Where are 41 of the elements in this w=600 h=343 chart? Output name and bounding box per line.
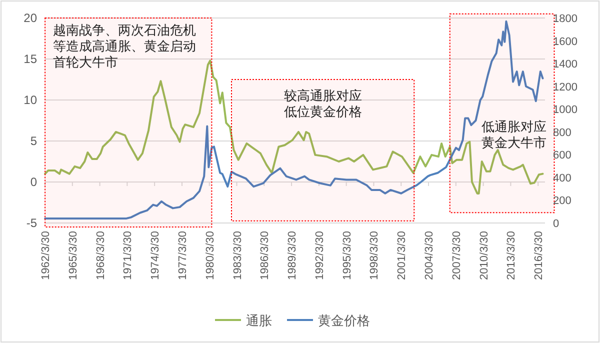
y2-tick-label: 1800 bbox=[553, 13, 578, 25]
x-tick-label: 1992/3/30 bbox=[314, 231, 326, 280]
x-tick-label: 1995/3/30 bbox=[341, 231, 354, 280]
x-tick-label: 2016/3/30 bbox=[533, 231, 546, 280]
x-tick-label: 1968/3/30 bbox=[94, 231, 107, 280]
y2-tick-label: 800 bbox=[553, 126, 572, 139]
x-tick-label: 1965/3/30 bbox=[67, 231, 80, 280]
legend-label: 黄金价格 bbox=[318, 313, 370, 328]
x-tick-label: 1983/3/30 bbox=[232, 231, 244, 280]
y2-tick-label: 0 bbox=[553, 218, 560, 230]
legend-label: 通胀 bbox=[246, 313, 272, 328]
x-tick-label: 1977/3/30 bbox=[176, 231, 189, 280]
y-tick-label: 5 bbox=[30, 134, 38, 148]
y-tick-label: -5 bbox=[26, 216, 38, 230]
band-label: 较高通胀对应低位黄金价格 bbox=[284, 88, 362, 119]
band-label: 越南战争、两次石油危机等造成高通胀、黄金启动首轮大牛市 bbox=[53, 22, 196, 70]
line-series bbox=[44, 20, 544, 220]
x-tick-label: 2010/3/30 bbox=[478, 231, 490, 280]
x-tick-label: 1989/3/30 bbox=[286, 231, 299, 280]
y2-tick-label: 600 bbox=[553, 150, 572, 162]
x-tick-label: 2013/3/30 bbox=[506, 231, 518, 280]
y2-tick-label: 200 bbox=[553, 195, 572, 208]
y-tick-label: 0 bbox=[30, 175, 38, 189]
band-label: 低通胀对应黄金大牛市 bbox=[481, 118, 546, 150]
x-tick-label: 2007/3/30 bbox=[450, 231, 463, 280]
y-tick-label: 10 bbox=[24, 93, 38, 107]
y2-tick-label: 1600 bbox=[553, 36, 578, 48]
x-tick-label: 1974/3/30 bbox=[150, 231, 162, 280]
x-tick-label: 2004/3/30 bbox=[424, 231, 436, 280]
x-tick-label: 1971/3/30 bbox=[122, 231, 134, 280]
x-tick-label: 1980/3/30 bbox=[204, 231, 216, 280]
x-tick-label: 1986/3/30 bbox=[259, 231, 272, 280]
y-tick-label: 20 bbox=[24, 11, 38, 25]
y2-tick-label: 1000 bbox=[553, 104, 578, 116]
y2-tick-label: 1400 bbox=[553, 58, 578, 71]
x-tick-label: 1962/3/30 bbox=[40, 231, 52, 280]
x-tick-label: 1998/3/30 bbox=[368, 231, 381, 280]
y2-tick-label: 400 bbox=[553, 172, 572, 184]
x-tick-label: 2001/3/30 bbox=[396, 231, 408, 280]
y-tick-label: 15 bbox=[24, 52, 38, 66]
y2-tick-label: 1200 bbox=[553, 81, 578, 94]
